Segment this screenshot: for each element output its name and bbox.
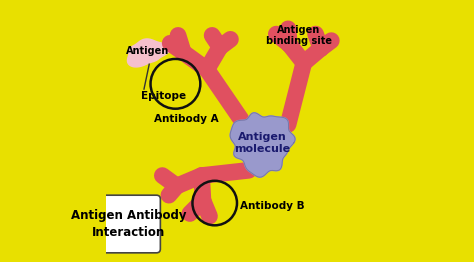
Text: Antigen: Antigen	[126, 46, 170, 56]
Polygon shape	[230, 113, 295, 177]
Text: Epitope: Epitope	[141, 91, 186, 101]
Text: Antigen Antibody
Interaction: Antigen Antibody Interaction	[71, 209, 186, 239]
Text: Antigen
binding site: Antigen binding site	[265, 25, 332, 46]
FancyBboxPatch shape	[96, 195, 160, 253]
Text: Antibody A: Antibody A	[154, 114, 218, 124]
Text: Antigen
molecule: Antigen molecule	[234, 132, 290, 154]
Polygon shape	[128, 39, 170, 67]
Text: Antibody B: Antibody B	[240, 201, 304, 211]
